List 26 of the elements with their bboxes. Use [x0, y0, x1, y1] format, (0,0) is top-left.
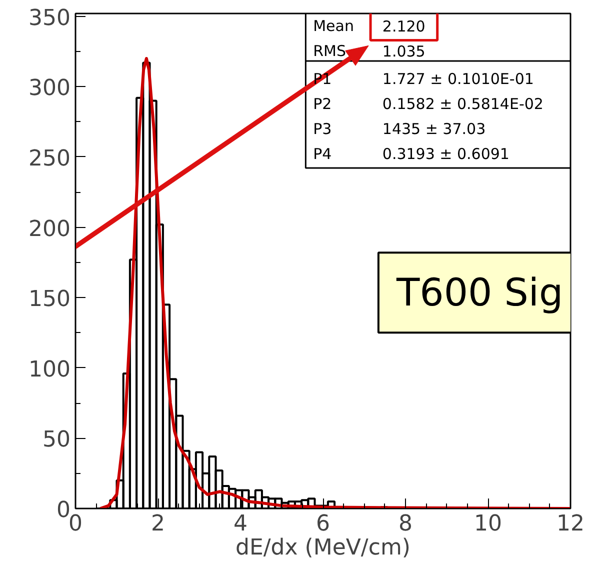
- y-tick-label: 250: [28, 146, 71, 172]
- x-tick-label: 2: [151, 512, 165, 536]
- annotation: 0.3193 ± 0.6091: [382, 144, 510, 163]
- y-tick-label: 150: [28, 287, 71, 312]
- y-tick-label: 300: [28, 76, 71, 102]
- annotation: 2.120: [382, 17, 426, 36]
- x-tick-label: 12: [556, 512, 585, 536]
- annotation: RMS: [313, 42, 346, 60]
- annotation: 1435 ± 37.03: [382, 120, 486, 138]
- annotation: 1.035: [382, 42, 426, 60]
- annotation: P4: [313, 144, 332, 163]
- y-tick-label: 50: [42, 428, 71, 453]
- y-tick-label: 200: [28, 216, 71, 242]
- annotation: P2: [313, 94, 332, 113]
- x-tick-label: 4: [234, 512, 248, 536]
- annotation: Mean: [313, 16, 354, 35]
- annotation: P3: [313, 120, 332, 138]
- annotation: T600 Sig: [395, 270, 564, 315]
- y-tick-label: 350: [28, 6, 71, 31]
- x-tick-label: 10: [474, 512, 502, 536]
- x-axis-title: dE/dx (MeV/cm): [236, 536, 410, 560]
- x-tick-label: 8: [398, 512, 412, 536]
- x-tick-label: 6: [316, 512, 330, 536]
- annotation: 1.727 ± 0.1010E-01: [382, 70, 534, 88]
- y-tick-label: 100: [28, 357, 71, 382]
- annotation: 0.1582 ± 0.5814E-02: [382, 94, 544, 113]
